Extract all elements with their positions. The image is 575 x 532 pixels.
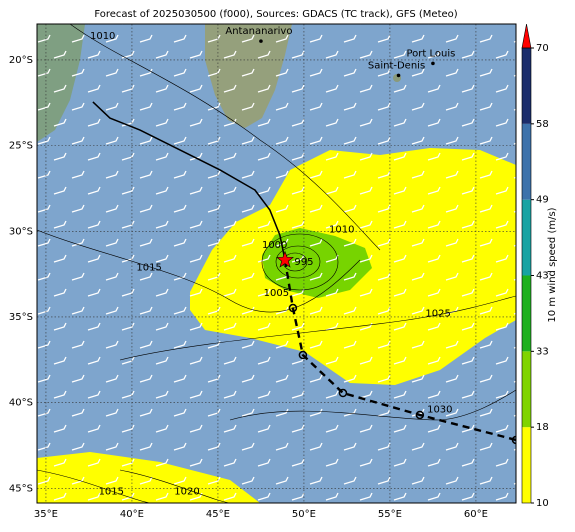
isobar-label: 1030: [427, 404, 452, 415]
colorbar-band: [522, 351, 531, 428]
forecast-symbol: [511, 435, 516, 445]
forecast-symbol: [298, 350, 308, 360]
colorbar-band: [522, 48, 531, 124]
city-marker: [396, 73, 401, 78]
colorbar-tick-label: 18: [536, 422, 549, 433]
wind-barbs: [37, 24, 516, 503]
past-track: [92, 101, 286, 261]
y-tick-label: 20°S: [9, 55, 33, 66]
city-label: Port Louis: [407, 48, 456, 59]
isobar-label: 1020: [174, 487, 199, 498]
map-area: [37, 24, 516, 503]
colorbar-band: [522, 123, 531, 200]
overlay: 1010 1010 1015 1000 995 1005 1025 1030 1015 1020 A…: [37, 24, 516, 503]
y-tick-label: 40°S: [9, 398, 33, 409]
x-tick-label: 35°E: [34, 509, 58, 520]
colorbar-tick-label: 43: [536, 271, 549, 282]
forecast-symbol: [338, 388, 348, 398]
y-tick-label: 25°S: [9, 141, 33, 152]
colorbar-extend: [521, 23, 532, 49]
colorbar-tick-label: 10: [536, 498, 549, 509]
isobar-label: 1000: [262, 240, 287, 251]
colorbar-band: [522, 199, 531, 276]
colorbar-tick-label: 49: [536, 195, 549, 206]
x-tick-label: 55°E: [378, 509, 402, 520]
colorbar-label: 10 m wind speed (m/s): [547, 207, 558, 322]
city-label: Antananarivo: [225, 26, 292, 37]
forecast-symbol: [415, 410, 425, 420]
city-marker: [259, 39, 263, 43]
forecast-track: [283, 259, 516, 442]
colorbar-tick-label: 33: [536, 346, 549, 357]
y-tick-label: 35°S: [9, 312, 33, 323]
map-frame: [36, 23, 517, 504]
x-tick-label: 45°E: [206, 509, 230, 520]
colorbar-band: [522, 427, 531, 503]
x-tick-label: 40°E: [120, 509, 144, 520]
x-tick-label: 60°E: [464, 509, 488, 520]
isobar-label: 995: [294, 257, 313, 268]
isobar-label: 1005: [264, 288, 289, 299]
colorbar-tick-label: 70: [536, 43, 549, 54]
isobar-label: 1015: [136, 262, 161, 273]
y-tick-label: 45°S: [9, 483, 33, 494]
isobar-label: 1010: [90, 31, 115, 42]
city-label: Saint-Denis: [368, 60, 425, 71]
x-tick-label: 50°E: [292, 509, 316, 520]
colorbar-band: [522, 275, 531, 352]
isobar-label: 1010: [329, 225, 354, 236]
city-marker: [431, 61, 435, 66]
isobar-label: 1025: [425, 309, 450, 320]
colorbar-tick-label: 58: [536, 119, 549, 130]
y-tick-label: 30°S: [9, 226, 33, 237]
forecast-symbol: [288, 303, 298, 313]
isobar-label: 1015: [99, 487, 124, 498]
title: Forecast of 2025030500 (f000), Sources: …: [94, 9, 457, 20]
isobars: [37, 24, 516, 503]
current-position: [276, 250, 294, 268]
